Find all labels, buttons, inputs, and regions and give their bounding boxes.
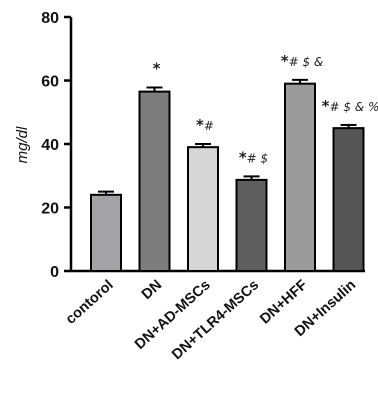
bars: * *# *# $ *# $ & *# $ & %	[90, 52, 378, 272]
significance-label: *# $ &	[281, 52, 324, 70]
bar	[332, 127, 365, 272]
y-tick-label: 40	[41, 137, 59, 154]
bar	[187, 146, 219, 272]
y-tick-label: 20	[41, 201, 59, 218]
y-axis-label: mg/dl	[14, 126, 31, 163]
x-tick-label: DN+TLR4-MSCs	[169, 277, 262, 363]
x-tick-label: DN	[139, 277, 165, 303]
significance-label: *	[153, 59, 161, 77]
x-tick-label: contorol	[63, 277, 117, 328]
bar	[90, 193, 122, 272]
bar	[235, 178, 268, 272]
x-axis-labels: contorol DNDN+AD-MSCsDN+TLR4-MSCsDN+HFFDN…	[63, 277, 359, 363]
y-tick-label: 80	[41, 10, 59, 27]
y-tick-label: 60	[41, 74, 59, 91]
significance-label: *#	[196, 116, 214, 134]
bar	[284, 82, 316, 272]
significance-label: *# $	[239, 148, 268, 166]
y-tick-label: 0	[50, 264, 59, 281]
significance-label: *# $ & %	[322, 97, 378, 115]
bar	[138, 90, 171, 272]
